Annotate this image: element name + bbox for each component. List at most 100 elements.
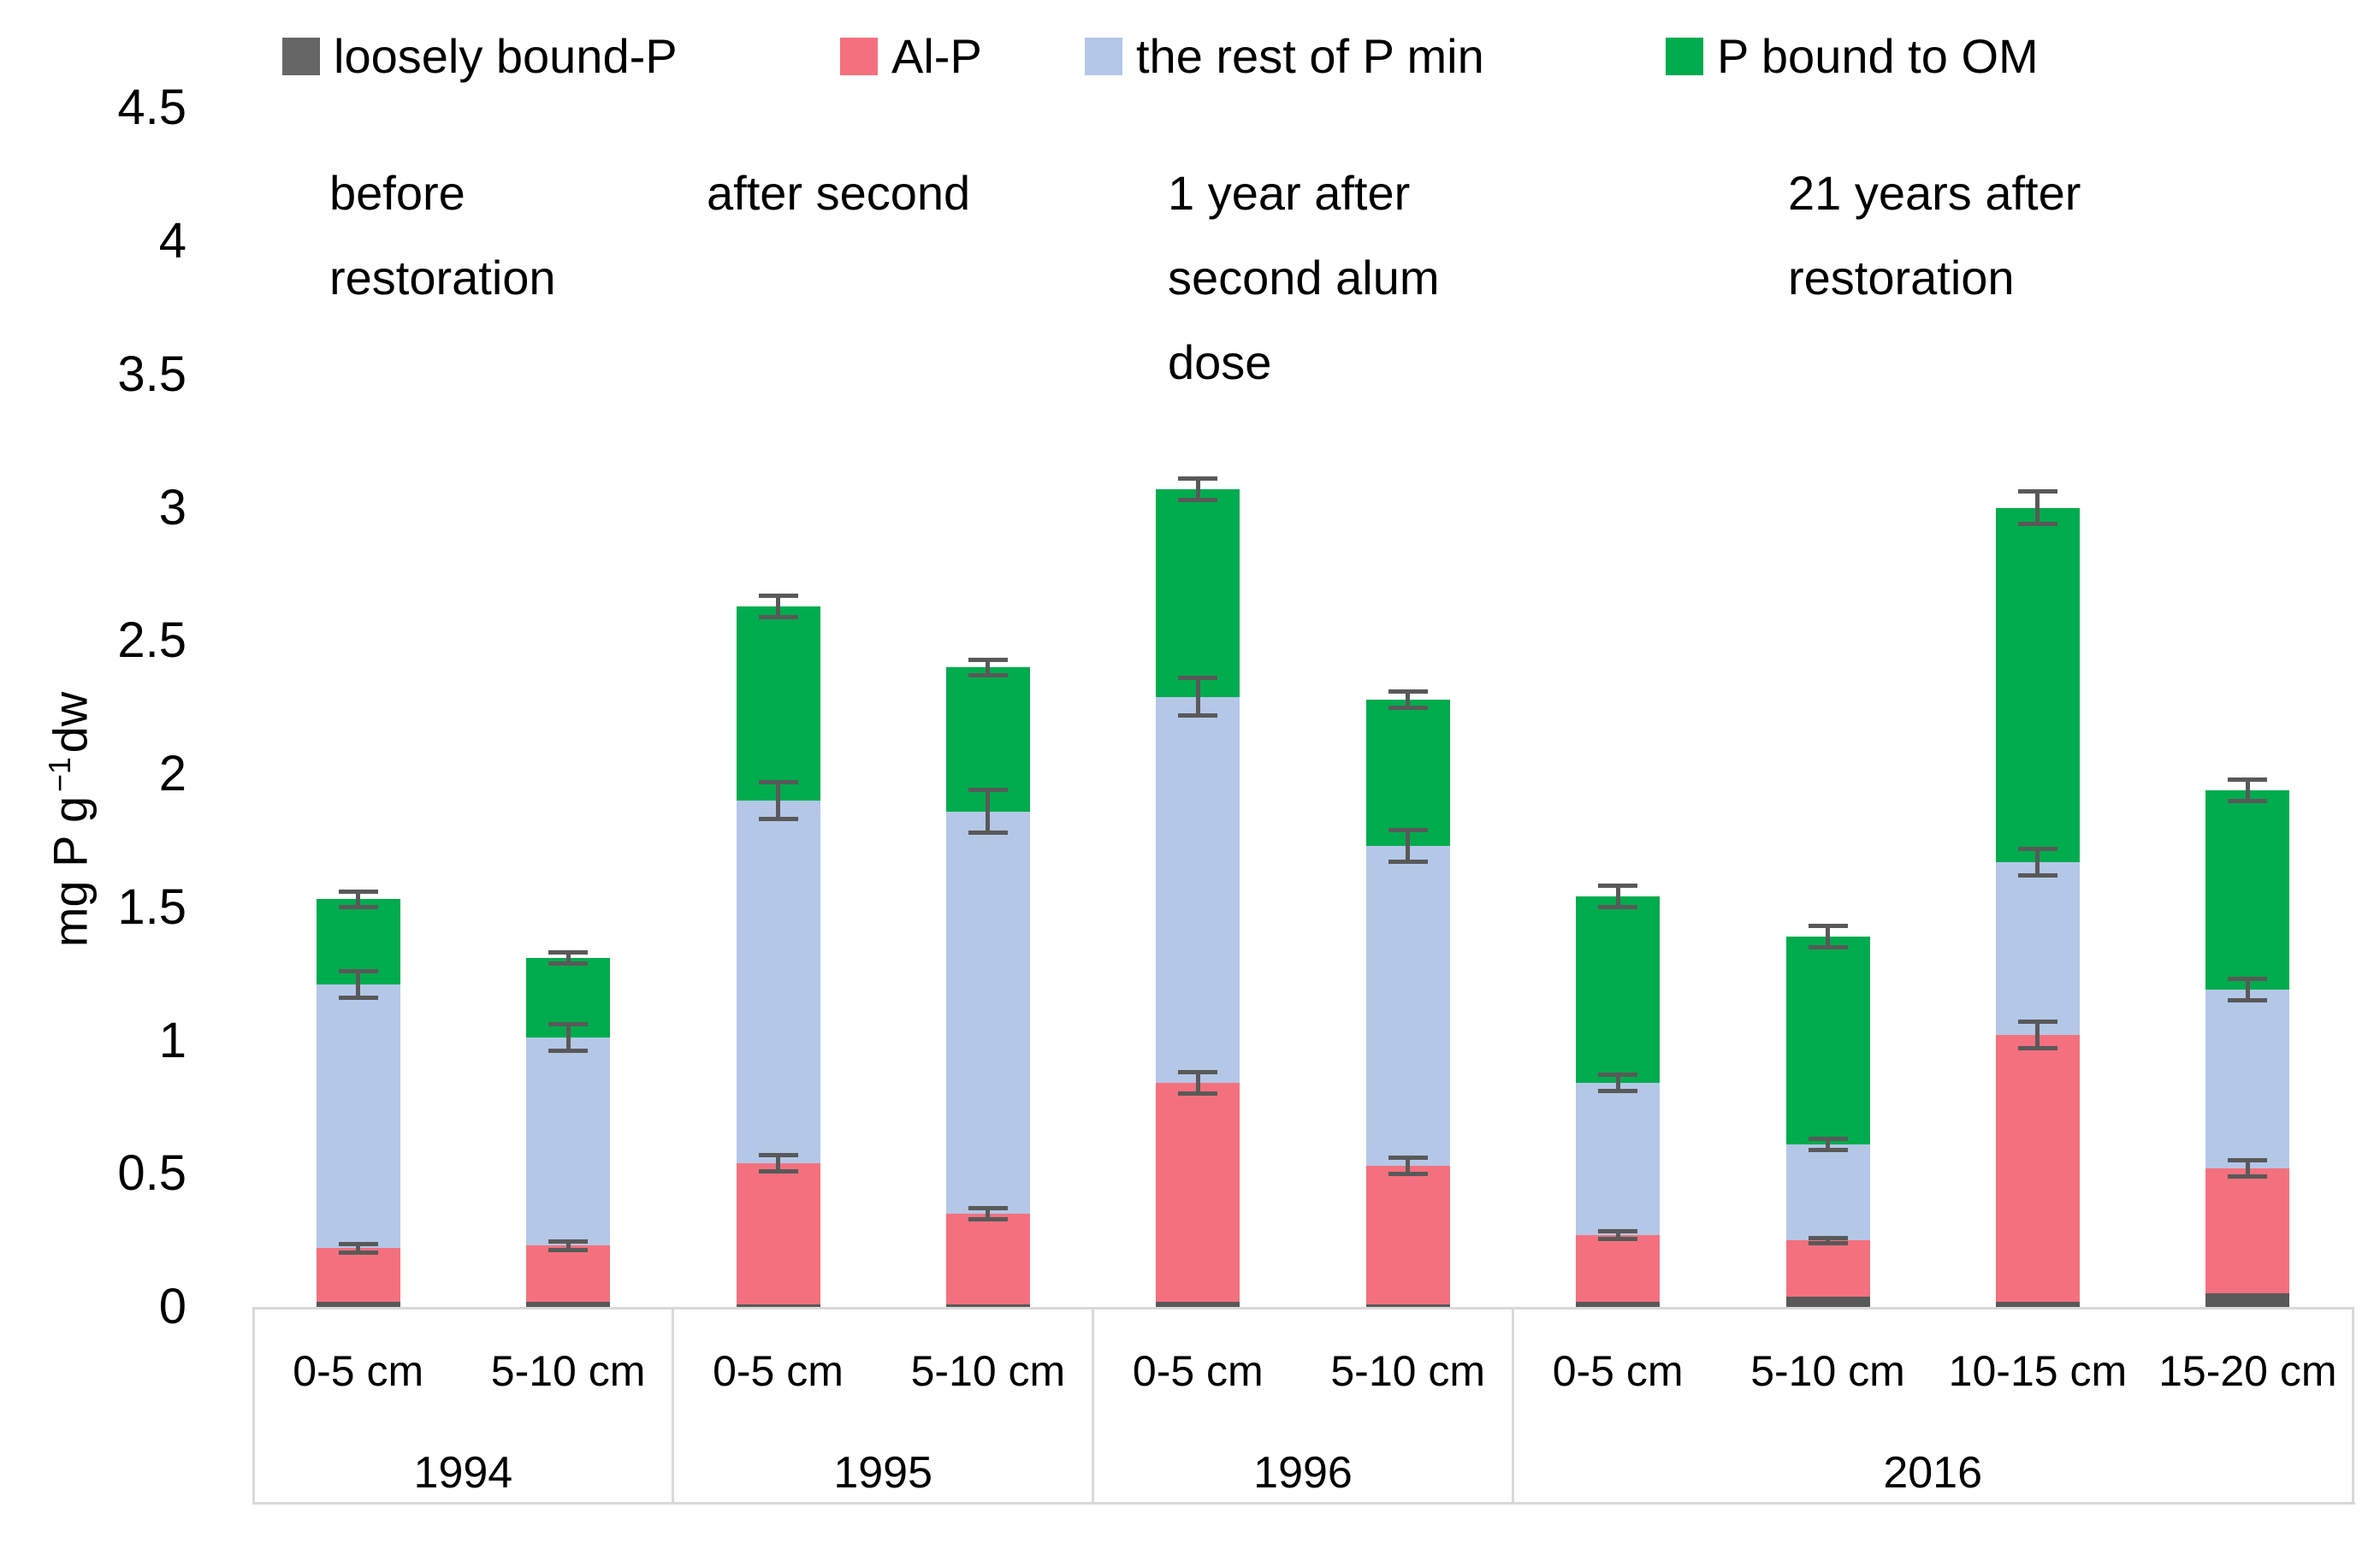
error-bar — [1615, 885, 1620, 908]
y-tick-label: 4 — [158, 213, 186, 269]
error-bar-cap — [548, 961, 589, 966]
error-bar-cap — [338, 996, 378, 1001]
error-bar-cap — [758, 1152, 798, 1157]
legend-item: Al-P — [840, 31, 982, 82]
y-tick-label: 3 — [158, 479, 186, 535]
error-bar — [2245, 1160, 2250, 1177]
annotation-text: 21 years after restoration — [1788, 166, 2081, 304]
x-year-label: 2016 — [1883, 1448, 1983, 1498]
error-bar — [1406, 830, 1411, 862]
error-bar — [1195, 677, 1200, 716]
error-bar-cap — [1388, 827, 1428, 832]
error-bar-cap — [1808, 1235, 1848, 1240]
error-bar — [986, 1208, 991, 1220]
error-bar-cap — [1598, 1228, 1638, 1233]
bar-segment — [1576, 896, 1661, 1084]
error-bar-cap — [338, 905, 378, 910]
error-bar — [1826, 1138, 1830, 1150]
error-bar-cap — [338, 1242, 378, 1247]
bar-segment — [1156, 1301, 1240, 1307]
bar-segment — [1156, 488, 1240, 697]
error-bar-cap — [1178, 497, 1218, 502]
error-bar-cap — [1388, 689, 1428, 694]
bar-segment — [945, 1304, 1030, 1307]
error-bar-cap — [338, 889, 378, 894]
error-bar-cap — [1178, 712, 1218, 718]
error-bar-cap — [548, 1022, 589, 1027]
error-bar — [356, 1244, 361, 1253]
error-bar-cap — [2017, 846, 2057, 851]
x-depth-label: 5-10 cm — [1330, 1347, 1485, 1395]
x-depth-label: 0-5 cm — [293, 1347, 424, 1395]
error-bar — [356, 891, 361, 908]
error-bar — [1195, 478, 1200, 500]
legend-item: P bound to OM — [1666, 31, 2039, 82]
annotation-text: 1 year after second alum dose — [1168, 166, 1440, 389]
bar-segment — [1995, 1035, 2080, 1302]
bar-segment — [1365, 846, 1450, 1166]
error-bar-cap — [758, 817, 798, 822]
bar-segment — [526, 1301, 611, 1307]
error-bar-cap — [968, 1216, 1008, 1221]
error-bar-cap — [1598, 1237, 1638, 1242]
bar-segment — [316, 1301, 400, 1307]
y-tick-label: 2 — [158, 746, 186, 801]
error-bar-cap — [758, 1168, 798, 1174]
error-bar — [565, 952, 571, 964]
error-bar-cap — [2228, 777, 2268, 782]
error-bar-cap — [2228, 798, 2268, 803]
error-bar-cap — [2228, 1158, 2268, 1163]
legend-item: the rest of P min — [1085, 31, 1484, 82]
error-bar — [565, 1241, 571, 1250]
annotation-text: before restoration — [329, 166, 556, 304]
y-tick-label: 1 — [158, 1012, 186, 1068]
bar-segment — [1576, 1083, 1661, 1235]
y-tick-label: 3.5 — [117, 346, 186, 402]
x-depth-label: 0-5 cm — [1552, 1347, 1684, 1395]
error-bar-cap — [1808, 1147, 1848, 1152]
error-bar — [356, 971, 361, 998]
error-bar — [1615, 1074, 1620, 1091]
bar-segment — [736, 801, 820, 1163]
error-bar — [776, 595, 780, 618]
error-bar-cap — [758, 779, 798, 784]
axis-bottom-border — [253, 1502, 2355, 1505]
x-depth-label: 0-5 cm — [713, 1347, 844, 1395]
bar-segment — [526, 1245, 611, 1302]
error-bar — [2035, 1021, 2040, 1049]
error-bar-cap — [968, 1206, 1008, 1211]
bar-segment — [1785, 1240, 1870, 1297]
error-bar — [776, 782, 780, 819]
legend-label: the rest of P min — [1136, 29, 1484, 83]
legend-swatch — [1085, 38, 1122, 75]
error-bar-cap — [338, 1250, 378, 1255]
error-bar-cap — [1388, 860, 1428, 865]
x-year-label: 1994 — [413, 1448, 513, 1498]
error-bar-cap — [548, 1247, 589, 1252]
error-bar — [2035, 491, 2040, 524]
error-bar-cap — [1178, 676, 1218, 681]
error-bar-cap — [2228, 977, 2268, 982]
error-bar — [2035, 848, 2040, 876]
y-tick-label: 0.5 — [117, 1145, 186, 1202]
bar-segment — [1365, 1304, 1450, 1307]
x-depth-label: 5-10 cm — [490, 1347, 646, 1395]
error-bar-cap — [1178, 1091, 1218, 1097]
axis-separator-line — [1092, 1307, 1095, 1505]
error-bar-cap — [1388, 1171, 1428, 1176]
error-bar-cap — [2017, 1046, 2057, 1051]
axis-separator-line — [252, 1307, 255, 1505]
bar-segment — [945, 1213, 1030, 1304]
error-bar — [1615, 1231, 1620, 1239]
error-bar-cap — [2228, 998, 2268, 1003]
bar-segment — [1995, 507, 2080, 862]
legend-swatch — [282, 38, 320, 75]
x-year-label: 1995 — [833, 1448, 933, 1498]
error-bar-cap — [1178, 476, 1218, 481]
error-bar-cap — [1388, 1156, 1428, 1161]
x-depth-label: 5-10 cm — [910, 1347, 1066, 1395]
error-bar-cap — [1178, 1070, 1218, 1075]
legend-label: Al-P — [891, 29, 982, 83]
y-axis-title-suffix: dw — [43, 691, 98, 754]
error-bar-cap — [338, 969, 378, 973]
